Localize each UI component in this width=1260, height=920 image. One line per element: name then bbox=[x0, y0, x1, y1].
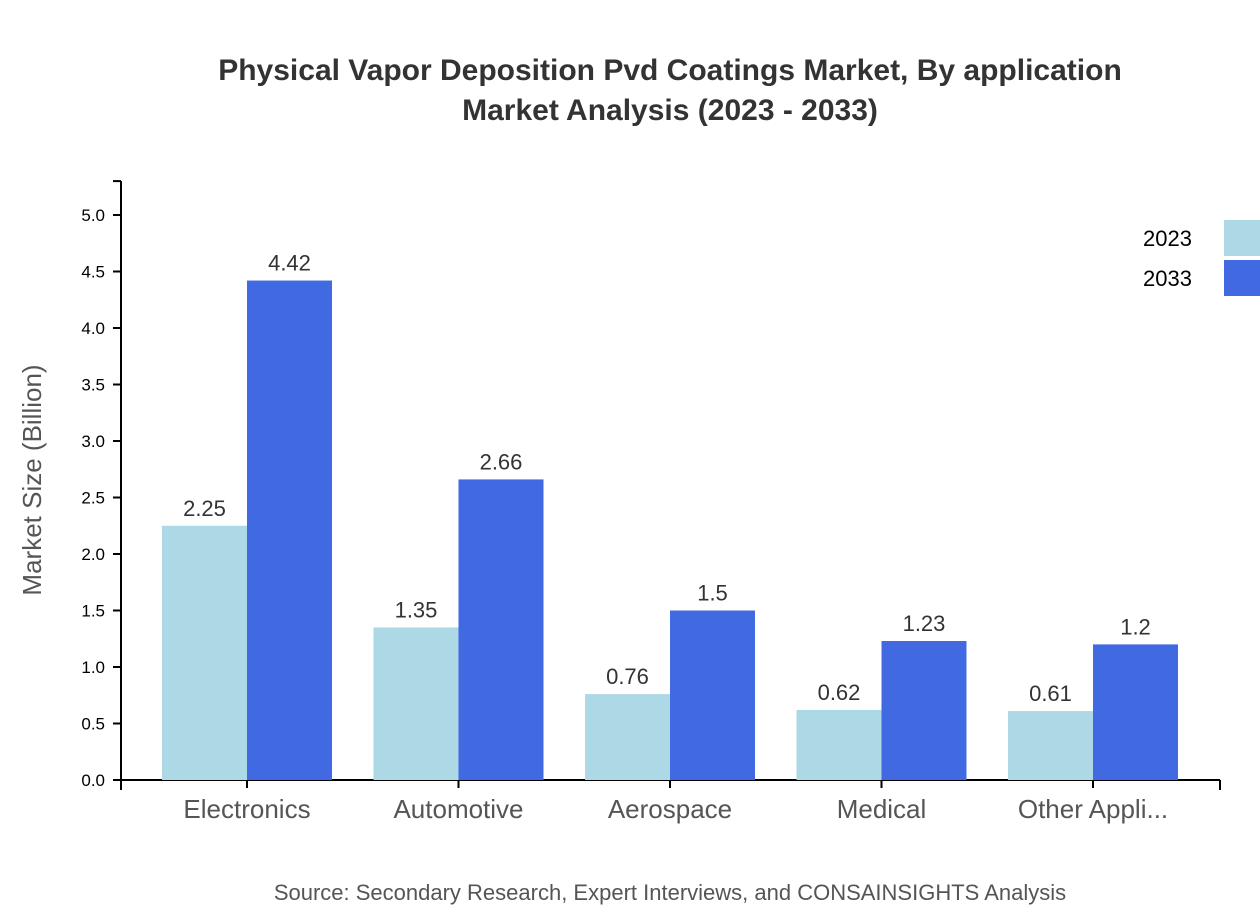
x-tick-label: Automotive bbox=[393, 794, 523, 824]
legend-swatch bbox=[1224, 260, 1260, 296]
bar-2023 bbox=[796, 709, 882, 780]
y-tick-label: 0.5 bbox=[81, 715, 105, 734]
data-label: 1.2 bbox=[1120, 614, 1151, 639]
bar-2023 bbox=[373, 627, 459, 780]
bar-2033 bbox=[458, 479, 544, 780]
chart-title-line-1: Physical Vapor Deposition Pvd Coatings M… bbox=[218, 54, 1122, 87]
y-tick-label: 3.5 bbox=[81, 376, 105, 395]
chart-title-line-2: Market Analysis (2023 - 2033) bbox=[462, 94, 878, 127]
y-tick-label: 2.5 bbox=[81, 489, 105, 508]
x-tick-label: Medical bbox=[837, 794, 927, 824]
bar-2023 bbox=[1008, 711, 1093, 780]
y-tick-label: 2.0 bbox=[81, 545, 105, 564]
x-tick-label: Other Appli... bbox=[1018, 794, 1168, 824]
bar-2033 bbox=[670, 610, 755, 780]
data-label: 2.25 bbox=[183, 496, 226, 521]
y-tick-label: 4.5 bbox=[81, 263, 105, 282]
data-label: 4.42 bbox=[268, 251, 311, 276]
data-label: 0.62 bbox=[818, 680, 861, 705]
data-label: 0.76 bbox=[606, 664, 649, 689]
bar-2033 bbox=[881, 641, 967, 780]
bar-2023 bbox=[162, 525, 247, 780]
source-note: Source: Secondary Research, Expert Inter… bbox=[274, 880, 1066, 905]
y-tick-label: 4.0 bbox=[81, 319, 105, 338]
y-tick-label: 1.5 bbox=[81, 602, 105, 621]
legend-label: 2033 bbox=[1143, 266, 1192, 291]
x-tick-label: Electronics bbox=[183, 794, 310, 824]
y-tick-label: 1.0 bbox=[81, 658, 105, 677]
y-axis-label: Market Size (Billion) bbox=[17, 364, 47, 595]
bar-2033 bbox=[247, 280, 332, 780]
data-label: 0.61 bbox=[1029, 681, 1072, 706]
legend-label: 2023 bbox=[1143, 226, 1192, 251]
bar-2023 bbox=[585, 694, 670, 780]
y-tick-label: 3.0 bbox=[81, 432, 105, 451]
y-tick-label: 0.0 bbox=[81, 771, 105, 790]
legend-swatch bbox=[1224, 220, 1260, 256]
bar-2033 bbox=[1093, 644, 1178, 780]
data-label: 1.23 bbox=[903, 611, 946, 636]
data-label: 1.35 bbox=[395, 597, 438, 622]
data-label: 2.66 bbox=[480, 449, 523, 474]
data-label: 1.5 bbox=[697, 581, 728, 606]
y-tick-label: 5.0 bbox=[81, 206, 105, 225]
x-tick-label: Aerospace bbox=[608, 794, 732, 824]
